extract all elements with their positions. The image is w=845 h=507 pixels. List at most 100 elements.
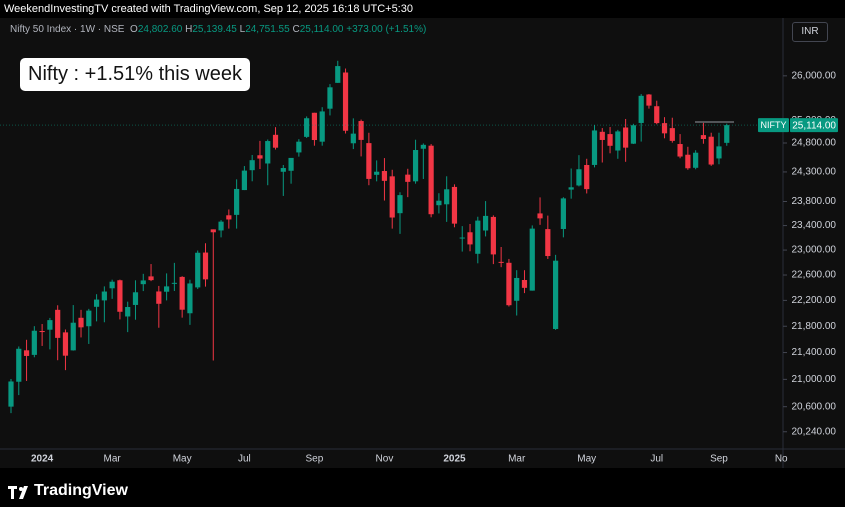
candle-body [444,189,450,205]
candle-body [265,141,271,164]
candle-body [16,348,22,382]
candle-body [218,221,224,231]
candle-body [420,144,426,149]
candle-body [335,66,341,83]
candle-body [366,143,372,179]
candle-body [716,146,722,159]
ohlc-key: H [185,24,193,35]
candle-body [576,169,582,186]
candle-body [498,261,504,263]
ohlc-value: 25,139.45 [192,24,237,35]
candle-body [257,155,263,159]
currency-button[interactable]: INR [792,22,828,42]
symbol-legend: Nifty 50 Index · 1W · NSE O24,802.60 H25… [10,24,426,35]
candle-body [156,291,162,304]
candle-body [164,286,170,292]
candle-body [350,133,356,144]
candle-body [490,216,496,255]
candle-body [693,152,699,168]
price-tag-name-bg [758,118,789,133]
candle-body [560,198,566,229]
candle-body [428,145,434,215]
candle-body [327,87,333,109]
candle-body [234,188,240,215]
candle-body [685,154,691,169]
candle-body [101,291,107,301]
ohlc-key: O [130,24,138,35]
brand: TradingView [34,482,128,499]
candle-body [451,186,458,224]
candle-body [459,237,465,239]
y-tick-label: 21,000.00 [792,374,837,385]
y-tick-label: 24,800.00 [792,138,837,149]
candle-body [47,320,53,330]
candle-body [358,121,364,140]
candle-body [210,229,216,233]
candle-body [405,174,411,182]
change: +373.00 (+1.51%) [346,24,427,35]
candle-body [700,135,707,139]
candle-body [537,213,543,219]
candle-body [125,307,131,317]
x-tick-label: No [775,454,788,465]
candle-body [8,381,14,407]
candle-body [374,171,380,175]
y-tick-label: 22,600.00 [792,270,837,281]
candle-body [638,95,644,123]
x-tick-label: Sep [306,454,324,465]
y-tick-label: 26,000.00 [792,70,837,81]
candle-body [241,170,247,191]
candle-body [280,168,286,172]
ohlc-key: C [292,24,300,35]
candle-body [599,131,605,140]
candle-body [272,134,279,148]
candle-body [436,200,442,206]
x-tick-label: Nov [376,454,394,465]
x-tick-label: May [577,454,596,465]
candle-body [669,128,675,141]
candle-body [109,281,115,289]
candle-body [140,280,146,285]
ohlc-value: 24,751.55 [245,24,290,35]
price-tag-name: NIFTY [761,120,787,130]
candle-body [171,282,177,284]
candle-body [311,112,318,141]
header: WeekendInvestingTV created with TradingV… [4,3,413,15]
candle-body [288,157,294,171]
x-tick-label: May [173,454,192,465]
candle-body [319,111,325,142]
candle-body [615,131,621,151]
candle-body [545,229,551,257]
candle-body [553,260,559,329]
candle-body [249,160,255,171]
price-tag [790,118,838,133]
y-tick-label: 22,200.00 [792,295,837,306]
chart-background [0,18,845,468]
candle-body [78,317,84,328]
logo-icon [8,486,28,499]
y-tick-label: 23,000.00 [792,245,837,256]
annotation: Nifty : +1.51% this week [20,58,250,91]
candle-body [677,144,683,157]
candle-body [70,322,76,351]
candle-body [148,276,154,281]
y-tick-label: 23,800.00 [792,196,837,207]
candle-body [381,171,388,181]
candle-body [202,252,209,280]
candle-body [607,134,613,146]
candle-body [412,150,419,182]
candle-body [724,125,730,143]
candle-body [31,330,37,355]
y-tick-label: 21,400.00 [792,347,837,358]
candle-body [342,72,349,131]
ohlc-key: L [239,24,246,35]
candle-body [591,130,598,165]
price-tag-label: 25,114.00 [792,120,836,131]
candle-body [86,310,92,327]
x-tick-label: 2025 [443,454,466,465]
candle-body [654,106,660,124]
candle-body [132,292,139,305]
ohlc-value: 25,114.00 [299,24,344,35]
